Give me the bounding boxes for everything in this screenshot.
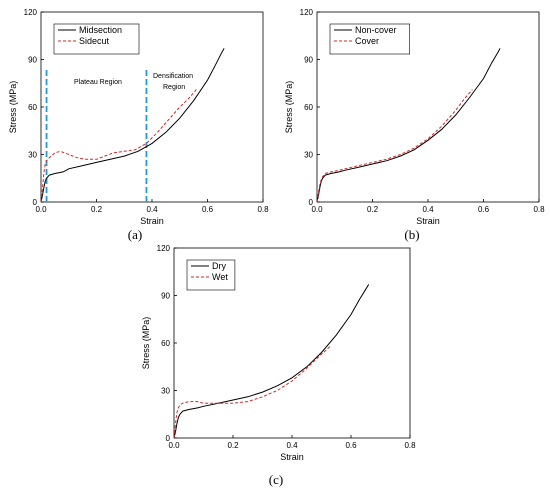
y-tick-label: 30 [304,151,313,160]
series-line-non-cover [316,48,501,203]
y-tick-label: 90 [161,292,170,301]
x-tick-label: 0.6 [202,205,214,214]
series-line-sidecut [40,89,197,203]
legend-label: Cover [355,36,379,46]
annotation-densification-line2: Region [163,84,185,91]
y-axis-label: Stress (MPa) [284,81,294,134]
annotation-plateau-region: Plateau Region [74,79,122,86]
x-tick-label: 0.2 [227,441,239,450]
x-tick-label: 0.4 [286,441,298,450]
x-tick-label: 0.8 [404,441,416,450]
x-tick-label: 0.6 [478,205,490,214]
y-tick-label: 0 [309,198,314,207]
series-line-wet [173,345,331,439]
x-tick-label: 0.0 [35,205,47,214]
x-axis-label: Strain [416,216,440,226]
panel-label: (a) [128,227,142,242]
y-tick-label: 120 [24,8,38,17]
y-tick-label: 30 [28,151,37,160]
legend-label: Non-cover [355,25,397,35]
panel-label: (b) [404,227,419,242]
y-tick-label: 90 [304,56,313,65]
x-tick-label: 0.4 [422,205,434,214]
y-axis-label: Stress (MPa) [141,317,151,370]
series-line-cover [316,89,473,203]
x-tick-label: 0.2 [367,205,379,214]
series-line-dry [173,284,370,439]
annotation-densification-line1: Densification [153,73,193,80]
x-axis-label: Strain [140,216,164,226]
legend-box [186,259,236,291]
chart-panel-a: 0.0 0.2 0.4 0.6 0.8 0 30 60 90 120 Strain Stress (M… [8,8,269,242]
legend-label: Dry [212,261,226,271]
y-tick-label: 120 [157,244,171,253]
panel-label: (c) [269,472,283,487]
legend-label: Sidecut [79,36,110,46]
y-tick-label: 60 [28,103,37,112]
x-tick-label: 0.0 [168,441,180,450]
x-axis-label: Strain [280,452,304,462]
y-tick-label: 0 [33,198,38,207]
x-tick-label: 0.8 [257,205,269,214]
legend-box [53,23,140,55]
x-tick-label: 0.4 [146,205,158,214]
x-tick-label: 0.6 [345,441,357,450]
x-tick-label: 0.2 [91,205,103,214]
y-tick-label: 90 [28,56,37,65]
y-axis-label: Stress (MPa) [8,81,18,134]
y-tick-label: 120 [300,8,314,17]
chart-panel-c: 0.0 0.2 0.4 0.6 0.8 0 30 60 90 120 Strain Stress (M… [141,244,416,487]
series-line-midsection [40,48,225,203]
y-tick-label: 60 [161,339,170,348]
legend-label: Midsection [79,25,122,35]
legend-label: Wet [212,272,228,282]
y-tick-label: 0 [166,434,171,443]
chart-panel-b: 0.0 0.2 0.4 0.6 0.8 0 30 60 90 120 Strain Stress (M… [284,8,545,242]
x-tick-label: 0.0 [311,205,323,214]
legend-box [329,23,410,55]
x-tick-label: 0.8 [533,205,545,214]
y-tick-label: 30 [161,387,170,396]
y-tick-label: 60 [304,103,313,112]
